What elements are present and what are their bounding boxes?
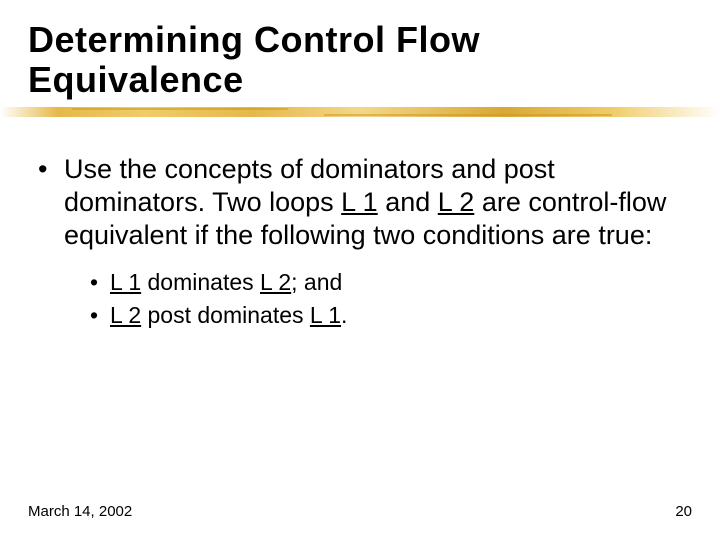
sub1-mid: dominates [141,269,260,295]
title-underline [28,107,692,117]
body-underline-L1: L 1 [341,187,378,217]
brush-rule [0,107,720,117]
body-text-mid1: and [378,187,438,217]
footer: March 14, 2002 20 [28,503,692,520]
footer-date: March 14, 2002 [28,503,132,520]
body-item-1: Use the concepts of dominators and post … [38,153,692,331]
sub2-u2: L 1 [310,302,341,328]
sub2-u1: L 2 [110,302,141,328]
footer-page-number: 20 [675,503,692,520]
sub-item-1: L 1 dominates L 2; and [90,268,692,297]
sub2-post: . [341,302,347,328]
sub2-mid: post dominates [141,302,310,328]
sub1-u1: L 1 [110,269,141,295]
body-underline-L2: L 2 [438,187,475,217]
body-list: Use the concepts of dominators and post … [28,153,692,331]
slide-title: Determining Control Flow Equivalence [28,20,692,99]
sub-item-2: L 2 post dominates L 1. [90,301,692,330]
slide: Determining Control Flow Equivalence Use… [0,0,720,540]
sub1-post: ; and [291,269,342,295]
sub1-u2: L 2 [260,269,291,295]
sub-list: L 1 dominates L 2; and L 2 post dominate… [64,268,692,331]
